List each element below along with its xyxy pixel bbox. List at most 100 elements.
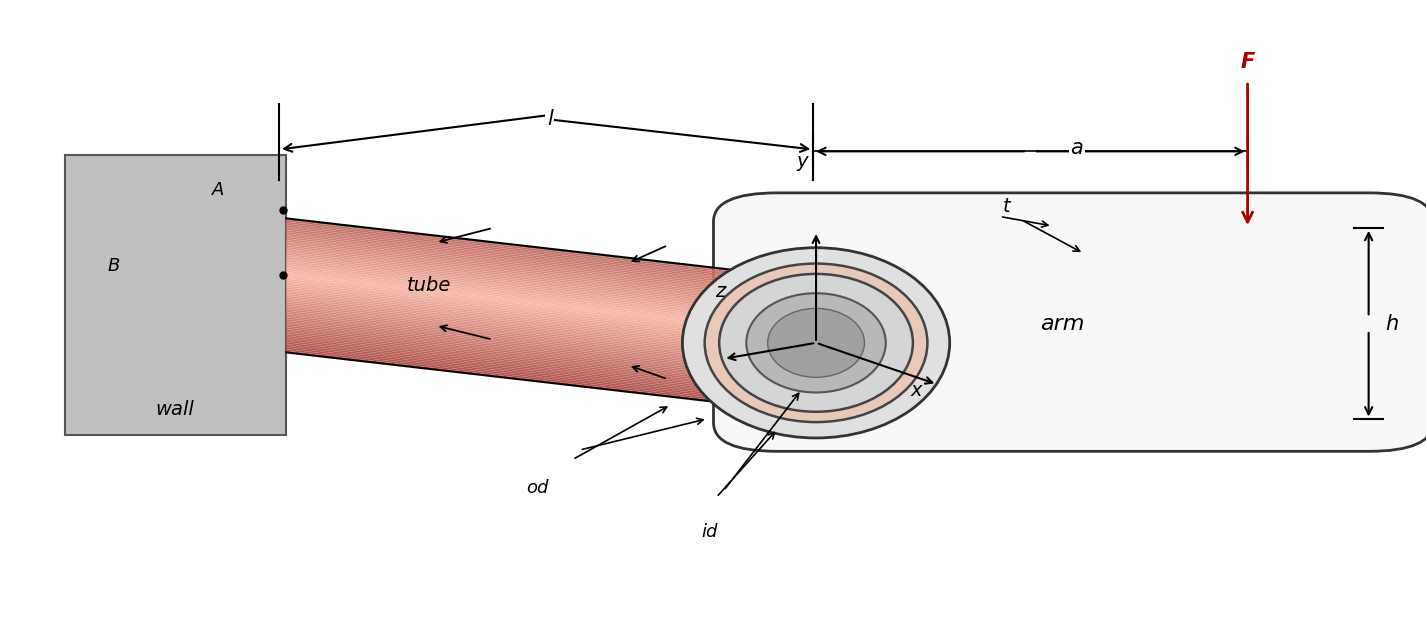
Polygon shape — [287, 329, 785, 388]
Polygon shape — [287, 220, 785, 279]
Polygon shape — [287, 339, 785, 398]
Ellipse shape — [719, 274, 913, 412]
Polygon shape — [287, 296, 785, 354]
Polygon shape — [287, 269, 785, 328]
Polygon shape — [287, 232, 785, 291]
Polygon shape — [287, 284, 785, 343]
Polygon shape — [287, 235, 785, 294]
Text: arm: arm — [1040, 313, 1085, 334]
Polygon shape — [287, 257, 785, 316]
Polygon shape — [287, 282, 785, 341]
Polygon shape — [287, 267, 785, 326]
FancyBboxPatch shape — [714, 193, 1427, 451]
Polygon shape — [287, 324, 785, 383]
Polygon shape — [287, 219, 785, 278]
FancyBboxPatch shape — [66, 154, 287, 435]
Polygon shape — [287, 247, 785, 306]
Polygon shape — [287, 230, 785, 289]
Polygon shape — [287, 340, 785, 400]
Text: F: F — [1240, 52, 1254, 72]
Text: od: od — [525, 479, 548, 497]
Text: id: id — [701, 524, 718, 542]
Polygon shape — [287, 306, 785, 365]
Text: z: z — [715, 282, 725, 301]
Polygon shape — [287, 238, 785, 297]
Polygon shape — [287, 294, 785, 353]
Text: t: t — [1003, 197, 1010, 217]
Polygon shape — [287, 297, 785, 356]
Polygon shape — [287, 222, 785, 281]
Polygon shape — [287, 328, 785, 387]
Polygon shape — [287, 312, 785, 371]
Polygon shape — [287, 280, 785, 340]
Polygon shape — [287, 224, 785, 283]
Polygon shape — [287, 332, 785, 392]
Polygon shape — [287, 252, 785, 311]
Polygon shape — [287, 265, 785, 324]
Polygon shape — [287, 271, 785, 329]
Ellipse shape — [768, 308, 865, 378]
Polygon shape — [287, 285, 785, 344]
Polygon shape — [287, 260, 785, 319]
Polygon shape — [287, 299, 785, 358]
Text: B: B — [107, 257, 120, 275]
Polygon shape — [287, 349, 785, 408]
Polygon shape — [287, 290, 785, 349]
Text: x: x — [910, 381, 922, 400]
Polygon shape — [287, 242, 785, 301]
Polygon shape — [287, 336, 785, 395]
Polygon shape — [287, 272, 785, 331]
Polygon shape — [287, 258, 785, 318]
Polygon shape — [287, 317, 785, 376]
Polygon shape — [287, 277, 785, 336]
Polygon shape — [287, 344, 785, 403]
Polygon shape — [287, 233, 785, 292]
Polygon shape — [287, 279, 785, 338]
Polygon shape — [287, 314, 785, 373]
Ellipse shape — [705, 263, 928, 422]
Polygon shape — [287, 246, 785, 304]
Polygon shape — [287, 254, 785, 313]
Polygon shape — [287, 309, 785, 368]
Polygon shape — [287, 345, 785, 405]
Polygon shape — [287, 347, 785, 406]
Polygon shape — [287, 250, 785, 310]
Polygon shape — [287, 319, 785, 378]
Polygon shape — [287, 244, 785, 303]
Polygon shape — [287, 240, 785, 299]
Polygon shape — [287, 292, 785, 351]
Polygon shape — [287, 310, 785, 370]
Polygon shape — [287, 276, 785, 335]
Polygon shape — [287, 237, 785, 296]
Polygon shape — [287, 288, 785, 348]
Polygon shape — [287, 351, 785, 410]
Polygon shape — [287, 315, 785, 375]
Polygon shape — [287, 326, 785, 385]
Polygon shape — [287, 262, 785, 321]
Text: wall: wall — [156, 401, 194, 419]
Polygon shape — [287, 304, 785, 363]
Polygon shape — [287, 334, 785, 393]
Polygon shape — [287, 301, 785, 360]
Ellipse shape — [682, 247, 950, 438]
Text: tube: tube — [407, 276, 451, 295]
Polygon shape — [287, 342, 785, 401]
Text: a: a — [1070, 138, 1083, 158]
Text: l: l — [547, 110, 552, 129]
Text: h: h — [1386, 313, 1398, 334]
Polygon shape — [287, 302, 785, 362]
Text: A: A — [213, 181, 224, 199]
Polygon shape — [287, 255, 785, 314]
Polygon shape — [287, 322, 785, 381]
Polygon shape — [287, 263, 785, 322]
Polygon shape — [287, 249, 785, 308]
Polygon shape — [287, 228, 785, 288]
Polygon shape — [287, 337, 785, 396]
Polygon shape — [287, 331, 785, 390]
Ellipse shape — [746, 293, 886, 392]
Polygon shape — [287, 225, 785, 284]
Polygon shape — [287, 307, 785, 366]
Polygon shape — [287, 287, 785, 346]
Text: y: y — [796, 151, 808, 171]
Polygon shape — [287, 227, 785, 286]
